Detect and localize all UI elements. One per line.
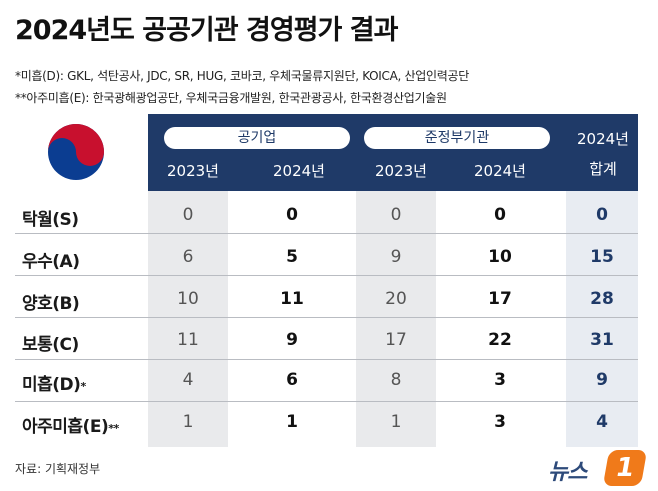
cell-e-total: 4 <box>596 412 608 432</box>
cell-b-pe-2024: 11 <box>280 289 304 309</box>
row-divider <box>15 359 638 360</box>
cell-c-pe-2024: 9 <box>286 330 298 350</box>
header-pe-2024: 2024년 <box>273 162 325 180</box>
cell-c-pe-2023: 11 <box>177 330 199 350</box>
logo-badge: 1 <box>602 450 648 486</box>
cell-d-qg-2024: 3 <box>494 370 506 390</box>
note-poor-grade: *미흡(D): GKL, 석탄공사, JDC, SR, HUG, 코바코, 우체… <box>15 69 469 83</box>
row-label-e: 아주미흡(E)** <box>22 417 119 437</box>
cell-e-qg-2023: 1 <box>390 412 402 432</box>
cell-e-pe-2024: 1 <box>286 412 298 432</box>
cell-b-qg-2024: 17 <box>488 289 512 309</box>
cell-s-pe-2024: 0 <box>286 205 298 225</box>
cell-d-total: 9 <box>596 370 608 390</box>
chart-title: 2024년도 공공기관 경영평가 결과 <box>15 15 398 46</box>
cell-s-qg-2024: 0 <box>494 205 506 225</box>
cell-d-pe-2023: 4 <box>182 370 194 390</box>
row-divider <box>15 233 638 234</box>
government-emblem-icon <box>48 124 104 180</box>
row-label-b: 양호(B) <box>22 294 80 314</box>
header-total-line2: 합계 <box>589 160 617 178</box>
logo-text: 뉴스 <box>548 460 587 485</box>
row-label-c: 보통(C) <box>22 335 79 355</box>
table-header <box>148 114 638 191</box>
cell-e-qg-2024: 3 <box>494 412 506 432</box>
cell-e-pe-2023: 1 <box>182 412 194 432</box>
column-pe-2023 <box>148 191 228 447</box>
column-pe-2024 <box>230 191 354 447</box>
cell-a-pe-2023: 6 <box>182 247 194 267</box>
cell-a-qg-2024: 10 <box>488 247 512 267</box>
row-divider <box>15 401 638 402</box>
cell-c-qg-2024: 22 <box>488 330 512 350</box>
cell-a-qg-2023: 9 <box>390 247 402 267</box>
cell-d-qg-2023: 8 <box>390 370 402 390</box>
cell-s-total: 0 <box>596 205 608 225</box>
header-qg-2024: 2024년 <box>474 162 526 180</box>
cell-b-qg-2023: 20 <box>385 289 407 309</box>
column-qg-2024 <box>438 191 562 447</box>
cell-a-pe-2024: 5 <box>286 247 298 267</box>
cell-a-total: 15 <box>590 247 614 267</box>
row-divider <box>15 275 638 276</box>
row-label-a: 우수(A) <box>22 252 80 272</box>
cell-b-pe-2023: 10 <box>177 289 199 309</box>
row-label-d: 미흡(D)* <box>22 375 86 395</box>
news1-logo: 뉴스 1 <box>548 448 648 488</box>
header-group-public-enterprise: 공기업 <box>164 127 350 149</box>
cell-b-total: 28 <box>590 289 614 309</box>
header-group-quasi-government: 준정부기관 <box>364 127 550 149</box>
cell-s-pe-2023: 0 <box>182 205 194 225</box>
header-pe-2023: 2023년 <box>167 162 219 180</box>
column-total-2024 <box>566 191 638 447</box>
header-total-line1: 2024년 <box>577 130 629 148</box>
cell-s-qg-2023: 0 <box>390 205 402 225</box>
column-qg-2023 <box>356 191 436 447</box>
source-note: 자료: 기획재정부 <box>15 462 101 476</box>
row-label-s: 탁월(S) <box>22 210 79 230</box>
header-qg-2023: 2023년 <box>375 162 427 180</box>
cell-c-total: 31 <box>590 330 614 350</box>
cell-d-pe-2024: 6 <box>286 370 298 390</box>
note-very-poor-grade: **아주미흡(E): 한국광해광업공단, 우체국금융개발원, 한국관광공사, 한… <box>15 91 447 105</box>
cell-c-qg-2023: 17 <box>385 330 407 350</box>
row-divider <box>15 317 638 318</box>
